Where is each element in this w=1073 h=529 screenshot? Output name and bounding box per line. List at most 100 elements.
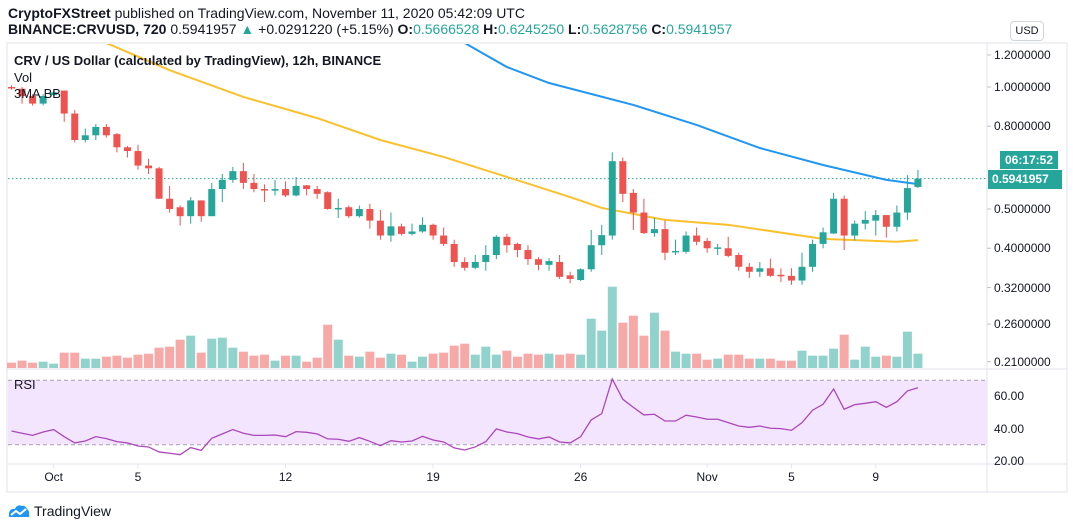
candle-body <box>851 223 859 236</box>
candle <box>102 124 110 138</box>
candle-body <box>545 261 553 265</box>
volume-bar <box>17 360 27 368</box>
high-value: 0.6245250 <box>497 21 565 37</box>
volume-bar <box>59 352 69 368</box>
candle-body <box>176 207 184 217</box>
candle-body <box>893 212 901 227</box>
volume-bar <box>565 353 575 368</box>
candle-body <box>809 243 817 267</box>
legend-vol[interactable]: Vol <box>14 70 33 85</box>
candle <box>882 215 890 238</box>
volume-bar <box>628 315 638 368</box>
time-tick-label: 19 <box>426 470 440 484</box>
candle <box>735 252 743 271</box>
price-tick-label: 1.2000000 <box>994 47 1051 62</box>
candle <box>851 220 859 241</box>
legend-ma[interactable]: 3MA BB <box>14 86 61 101</box>
candle-body <box>123 147 131 152</box>
candle-body <box>355 208 363 217</box>
candle-body <box>903 188 911 213</box>
candle-body <box>376 220 384 236</box>
volume-bar <box>902 331 912 368</box>
published-text: published on TradingView.com, November 1… <box>114 5 525 21</box>
volume-bar <box>407 361 417 368</box>
candle <box>513 242 521 258</box>
time-tick-label: 26 <box>573 470 588 484</box>
volume-bar <box>860 346 870 368</box>
time-tick-label: 9 <box>872 470 880 484</box>
close-label: C: <box>651 21 667 37</box>
candle <box>429 223 437 240</box>
candle <box>239 162 247 190</box>
candle <box>282 181 290 198</box>
candle <box>840 195 848 251</box>
low-value: 0.5628756 <box>581 21 648 37</box>
candle-body <box>324 192 332 209</box>
candle-body <box>524 250 532 260</box>
volume-bar <box>228 347 238 368</box>
volume-bar <box>312 357 322 368</box>
candle <box>50 90 58 97</box>
candle-body <box>882 215 890 227</box>
candle <box>756 261 764 277</box>
volume-bar <box>692 353 702 368</box>
time-tick-label: 5 <box>134 470 142 484</box>
candle-body <box>650 229 658 234</box>
volume-bar <box>365 351 375 368</box>
candle <box>640 198 648 234</box>
currency-button[interactable]: USD <box>1010 21 1044 41</box>
volume-bar <box>428 353 438 368</box>
candle-body <box>208 189 216 217</box>
candle <box>81 128 89 143</box>
volume-bar <box>7 362 16 368</box>
candle-body <box>50 92 58 96</box>
candle <box>334 198 342 219</box>
candle <box>92 124 100 140</box>
candle-body <box>587 245 595 270</box>
candle <box>355 205 363 218</box>
candle-body <box>577 269 585 281</box>
price-tick-label: 0.2600000 <box>994 317 1051 332</box>
volume-bar <box>913 353 923 368</box>
price-tick-label: 0.8000000 <box>994 119 1051 134</box>
candle-body <box>387 226 395 236</box>
candle <box>766 258 774 277</box>
volume-bar <box>839 334 849 368</box>
candle-body <box>503 236 511 246</box>
volume-bar <box>249 355 259 368</box>
legend-rsi[interactable]: RSI <box>14 377 36 392</box>
rsi-tick-label: 40.00 <box>994 421 1025 436</box>
candle <box>914 169 922 189</box>
volume-bar <box>49 363 59 368</box>
volume-bar <box>734 354 744 368</box>
volume-bar <box>639 335 649 368</box>
volume-bar <box>207 338 217 368</box>
volume-bar <box>70 352 80 368</box>
candle <box>8 85 15 90</box>
tradingview-logo[interactable]: TradingView <box>8 503 111 519</box>
volume-bar <box>396 354 406 368</box>
symbol-label: BINANCE:CRVUSD, 720 <box>8 21 167 37</box>
candle-body <box>303 185 311 190</box>
candle-body <box>113 134 121 148</box>
publish-info: CryptoFXStreet published on TradingView.… <box>8 5 525 21</box>
candle <box>545 258 553 271</box>
candle-body <box>187 200 195 217</box>
candle-body <box>492 236 500 255</box>
volume-bar <box>28 362 38 368</box>
candle-body <box>482 254 490 262</box>
volume-bar <box>618 322 628 368</box>
rsi-pane <box>8 377 987 456</box>
publisher-name[interactable]: CryptoFXStreet <box>8 5 111 21</box>
candle <box>524 245 532 265</box>
candle <box>29 94 37 106</box>
volume-bar <box>418 356 428 368</box>
volume-bar <box>829 348 839 368</box>
candle <box>218 173 226 203</box>
candle-body <box>703 240 711 249</box>
candle-body <box>71 113 79 140</box>
volume-bar <box>892 356 902 368</box>
candle-body <box>756 268 764 272</box>
bar-countdown: 06:17:52 <box>1000 151 1058 169</box>
